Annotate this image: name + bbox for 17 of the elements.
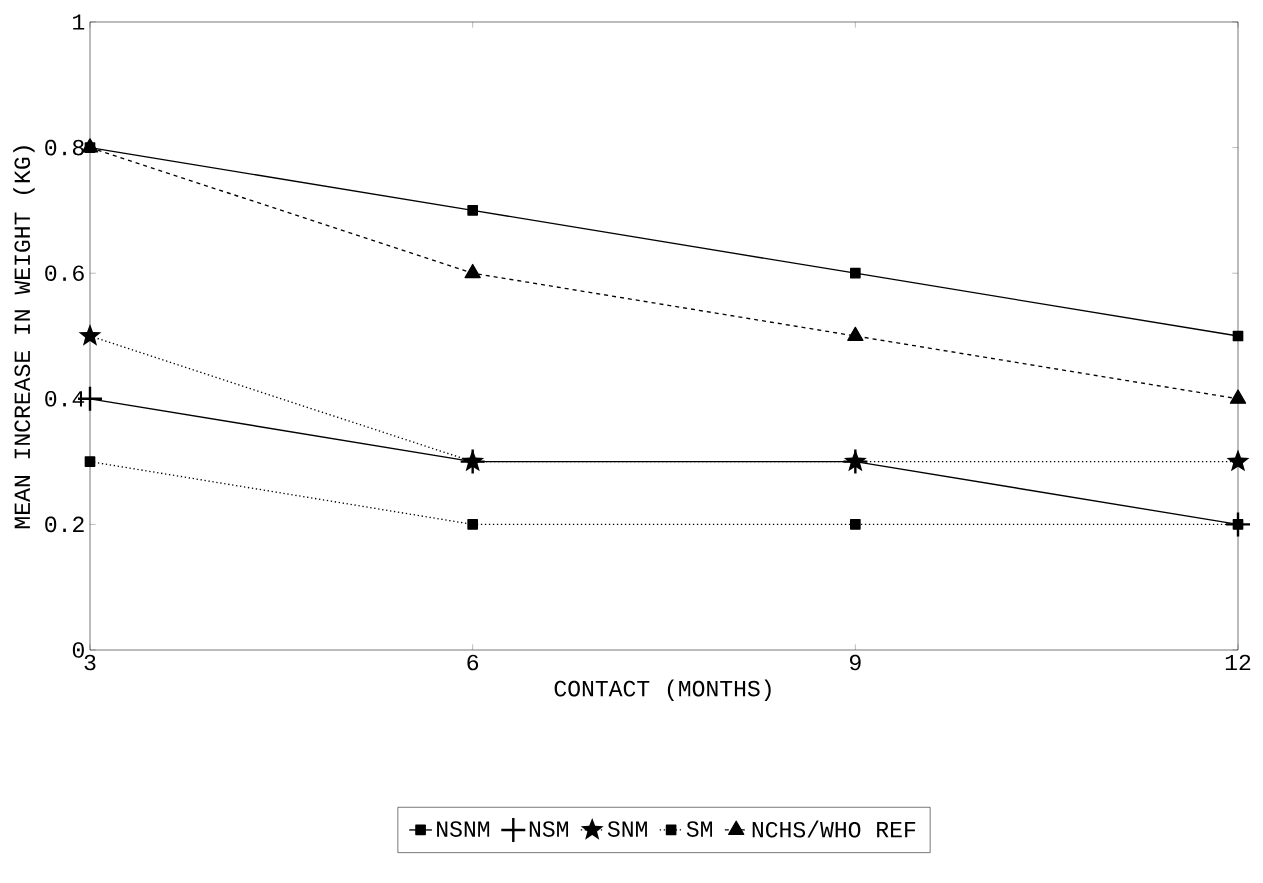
y-tick-label: 0.8 [45,139,84,156]
legend-label: SM [686,821,713,837]
legend-label: NSNM [437,821,490,837]
legend-label: NSM [529,821,569,837]
x-tick-label: 3 [84,654,96,671]
x-axis-title: CONTACT (MONTHS) [554,679,771,701]
y-tick-label: 1 [73,14,85,30]
x-tick-label: 12 [1225,654,1251,671]
y-axis-title: MEAN INCREASE IN WEIGHT (KG) [13,146,35,529]
legend-label: SNM [607,821,647,837]
y-tick-label: 0.6 [45,265,84,282]
y-tick-label: 0.4 [45,390,85,407]
legend-label: NCHS/WHO REF [752,820,916,838]
y-tick-label: 0.2 [45,516,84,533]
y-tick-label: 0 [72,642,84,658]
x-tick-label: 9 [850,654,861,671]
x-tick-label: 6 [467,654,479,671]
